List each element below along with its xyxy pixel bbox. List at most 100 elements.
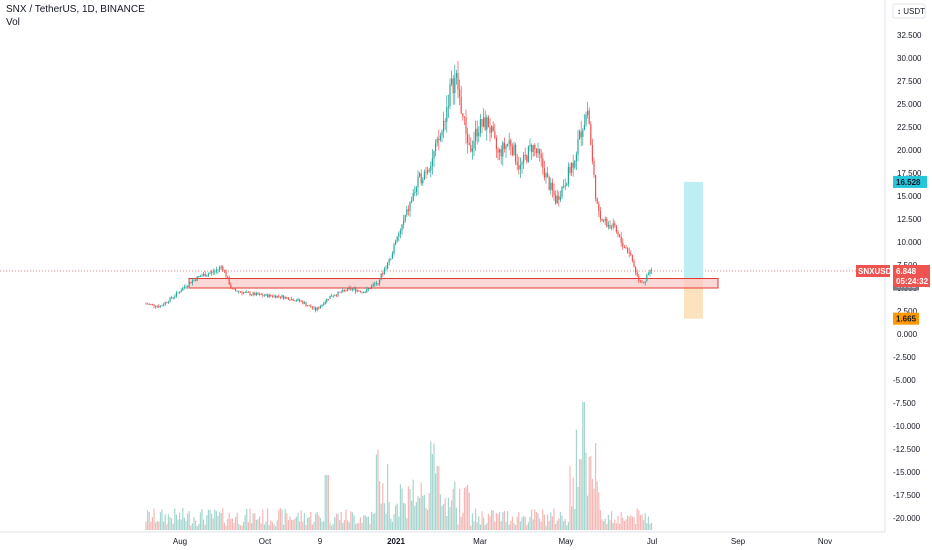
- candle-body: [476, 128, 478, 137]
- volume-bar: [590, 456, 592, 530]
- volume-bar: [383, 503, 385, 530]
- candle-body: [615, 225, 617, 232]
- candle-body: [172, 297, 174, 299]
- candle-body: [428, 169, 430, 171]
- volume-bar: [572, 477, 574, 530]
- candle-body: [601, 219, 603, 221]
- candle-body: [195, 279, 197, 281]
- candle-body: [399, 230, 401, 234]
- volume-bar: [646, 523, 648, 530]
- currency-button[interactable]: [892, 3, 926, 19]
- volume-bar: [500, 521, 502, 530]
- volume-bar: [257, 518, 259, 530]
- volume-bar: [305, 524, 307, 530]
- candle-body: [353, 288, 355, 290]
- volume-bar: [169, 517, 171, 530]
- candle-body: [623, 246, 625, 248]
- candle-body: [587, 110, 589, 115]
- candle-body: [604, 218, 606, 221]
- candle-body: [447, 106, 449, 108]
- volume-bar: [379, 481, 381, 530]
- candle-body: [233, 288, 235, 290]
- candle-body: [379, 279, 381, 284]
- candle-body: [439, 135, 441, 141]
- candle-body: [209, 272, 211, 274]
- volume-bar: [172, 523, 174, 530]
- candle-body: [271, 295, 273, 297]
- volume-bar: [577, 486, 579, 530]
- candle-body: [278, 295, 280, 297]
- volume-bar: [628, 516, 630, 530]
- candle-body: [327, 299, 329, 300]
- candle-body: [295, 300, 297, 302]
- volume-bar: [196, 525, 198, 530]
- volume-bar: [183, 517, 185, 530]
- candle-body: [641, 281, 643, 283]
- price-tick-label: -10.000: [893, 422, 921, 431]
- candle-body: [598, 203, 600, 212]
- candle-body: [217, 269, 219, 271]
- volume-bar: [633, 517, 635, 530]
- volume-bar: [401, 488, 403, 530]
- volume-bar: [212, 518, 214, 530]
- candle-body: [479, 119, 481, 133]
- volume-bar: [315, 513, 317, 530]
- volume-bar: [543, 514, 545, 530]
- volume-bar: [404, 503, 406, 530]
- candle-body: [596, 198, 598, 204]
- volume-bar: [553, 508, 555, 530]
- candle-body: [214, 271, 216, 273]
- volume-bar: [606, 523, 608, 530]
- candle-body: [398, 233, 400, 237]
- volume-bar: [513, 523, 515, 530]
- volume-bar: [283, 524, 285, 530]
- candle-body: [339, 291, 341, 293]
- volume-bar: [636, 508, 638, 530]
- time-axis[interactable]: Aug Oct 9 2021 Mar May Jul Sep Nov: [0, 531, 885, 546]
- candle-body: [503, 142, 505, 149]
- candle-body: [622, 242, 624, 247]
- price-tick-label: 27.500: [897, 77, 922, 86]
- candle-body: [500, 149, 502, 157]
- volume-bar: [593, 488, 595, 530]
- candle-body: [462, 113, 464, 117]
- volume-bar: [335, 513, 337, 530]
- volume-bar: [563, 520, 565, 530]
- candle-body: [321, 304, 323, 307]
- candle-body: [155, 306, 157, 308]
- candle-body: [291, 298, 293, 301]
- volume-bar: [489, 515, 491, 530]
- candle-body: [494, 131, 496, 138]
- volume-bar: [380, 503, 382, 530]
- volume-bar: [623, 521, 625, 530]
- candle-body: [542, 158, 544, 168]
- candle-body: [495, 137, 497, 150]
- volume-bar: [156, 520, 158, 530]
- price-axis[interactable]: ↕ USDT 32.500 30.000 27.500 25.000 22.500 20.0…: [884, 0, 926, 532]
- volume-bar: [343, 519, 345, 530]
- volume-bar: [527, 522, 529, 530]
- volume-bar: [583, 402, 585, 530]
- volume-bar: [254, 513, 256, 530]
- volume-bar: [465, 486, 467, 530]
- time-tick-label: 9: [318, 537, 323, 546]
- volume-bar: [332, 523, 334, 530]
- volume-bar: [239, 525, 241, 530]
- price-tick-label: 25.000: [897, 100, 922, 109]
- candle-body: [638, 275, 640, 281]
- volume-bar: [630, 515, 632, 530]
- candle-body: [348, 287, 350, 289]
- volume-bar: [313, 521, 315, 530]
- volume-bar: [292, 520, 294, 530]
- candle-body: [487, 117, 489, 128]
- candle-body: [492, 126, 494, 132]
- candle-body: [535, 149, 537, 154]
- volume-bar: [201, 509, 203, 530]
- candle-body: [575, 154, 577, 161]
- candle-body: [236, 290, 238, 292]
- volume-bar: [287, 520, 289, 530]
- volume-bar: [249, 508, 251, 530]
